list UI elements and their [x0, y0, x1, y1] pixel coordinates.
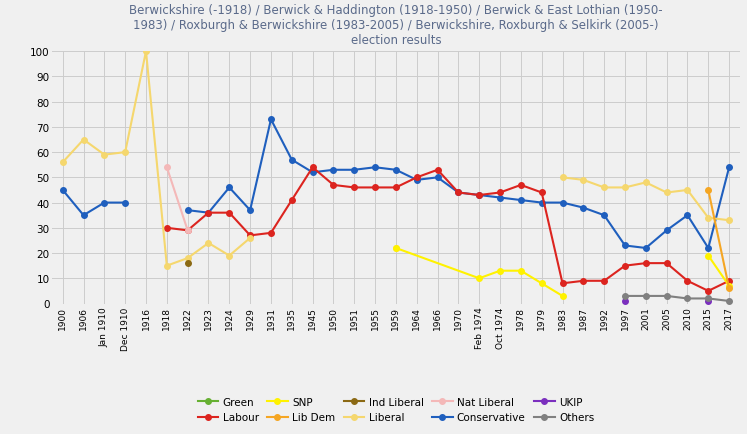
- SNP: [495, 269, 504, 274]
- Liberal: [183, 256, 192, 261]
- Others: [662, 294, 671, 299]
- Conservative: [79, 213, 88, 218]
- Liberal: [141, 49, 150, 55]
- Others: [725, 299, 734, 304]
- Line: Lib Dem: Lib Dem: [705, 188, 732, 292]
- SNP: [516, 269, 525, 274]
- Labour: [204, 210, 213, 216]
- Liberal: [204, 241, 213, 246]
- Labour: [412, 175, 421, 181]
- SNP: [537, 281, 546, 286]
- SNP: [391, 246, 400, 251]
- Line: Liberal: Liberal: [60, 49, 253, 269]
- Liberal: [246, 236, 255, 241]
- Line: SNP: SNP: [393, 246, 565, 299]
- Labour: [475, 193, 484, 198]
- Labour: [288, 198, 297, 203]
- Labour: [246, 233, 255, 238]
- Labour: [704, 289, 713, 294]
- Nat Liberal: [162, 165, 171, 171]
- Conservative: [58, 188, 67, 193]
- Labour: [642, 261, 651, 266]
- Nat Liberal: [183, 228, 192, 233]
- Conservative: [121, 201, 130, 206]
- Labour: [558, 281, 567, 286]
- Labour: [225, 210, 234, 216]
- Liberal: [121, 150, 130, 155]
- Legend: Green, Labour, SNP, Lib Dem, Ind Liberal, Liberal, Nat Liberal, Conservative, UK: Green, Labour, SNP, Lib Dem, Ind Liberal…: [198, 397, 594, 422]
- Labour: [267, 231, 276, 236]
- Title: Berwickshire (-1918) / Berwick & Haddington (1918-1950) / Berwick & East Lothian: Berwickshire (-1918) / Berwick & Hadding…: [129, 4, 663, 47]
- Lib Dem: [704, 188, 713, 193]
- Liberal: [225, 253, 234, 259]
- Labour: [183, 228, 192, 233]
- Labour: [621, 263, 630, 269]
- Conservative: [100, 201, 109, 206]
- Labour: [537, 191, 546, 196]
- Labour: [391, 185, 400, 191]
- Labour: [600, 279, 609, 284]
- Labour: [454, 191, 463, 196]
- Others: [683, 296, 692, 301]
- Labour: [371, 185, 379, 191]
- Labour: [516, 183, 525, 188]
- Line: Others: Others: [622, 293, 732, 304]
- Labour: [725, 279, 734, 284]
- Labour: [579, 279, 588, 284]
- Labour: [329, 183, 338, 188]
- Labour: [350, 185, 359, 191]
- Labour: [662, 261, 671, 266]
- Lib Dem: [725, 286, 734, 291]
- SNP: [558, 294, 567, 299]
- Labour: [308, 165, 317, 171]
- Labour: [683, 279, 692, 284]
- Liberal: [79, 138, 88, 143]
- Labour: [495, 191, 504, 196]
- Liberal: [162, 263, 171, 269]
- SNP: [475, 276, 484, 281]
- Labour: [433, 168, 442, 173]
- Line: Nat Liberal: Nat Liberal: [164, 165, 190, 233]
- Line: Conservative: Conservative: [60, 188, 128, 218]
- Others: [621, 294, 630, 299]
- Others: [642, 294, 651, 299]
- Others: [704, 296, 713, 301]
- Liberal: [58, 160, 67, 165]
- Line: Labour: Labour: [164, 165, 732, 294]
- Labour: [162, 226, 171, 231]
- Liberal: [100, 153, 109, 158]
